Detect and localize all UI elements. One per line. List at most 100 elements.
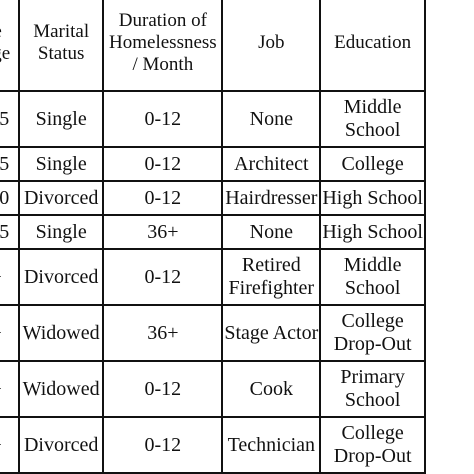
- cell-text: Middle: [343, 254, 402, 276]
- cell-text: Architect: [234, 152, 309, 175]
- age-range-cell: 65+: [0, 416, 20, 474]
- header-text: Homelessness: [109, 32, 217, 53]
- cell-text: College: [341, 310, 404, 332]
- header-age-range: Age Range: [0, 0, 20, 92]
- cell-text: 0-12: [144, 433, 182, 456]
- table-body: 18-25Single0-12NoneMiddleSchool26-45Sing…: [0, 90, 426, 474]
- duration-cell: 0-12: [102, 248, 224, 306]
- job-cell: Retired Firefighter: [221, 248, 322, 306]
- cell-text: Firefighter: [228, 277, 315, 299]
- duration-cell: 0-12: [102, 180, 224, 216]
- cell-text: Divorced: [23, 265, 99, 288]
- header-text: Status: [37, 43, 85, 64]
- marital-status-cell: Widowed: [17, 304, 105, 362]
- table-row: 65+Divorced0-12RetiredFirefighterMiddleS…: [0, 248, 426, 306]
- job-cell: Stage Actor: [221, 304, 322, 362]
- header-duration: Duration of Homelessness / Month: [102, 0, 224, 92]
- cell-text: None: [249, 220, 293, 243]
- cell-text: 0-12: [144, 107, 182, 130]
- header-text: Job: [258, 32, 285, 53]
- marital-status-cell: Single: [17, 90, 105, 148]
- cell-text: School: [344, 119, 401, 141]
- job-cell: None: [221, 90, 322, 148]
- cell-text: 65+: [0, 434, 17, 457]
- cell-text: 0-12: [144, 186, 182, 209]
- cell-text: Middle: [343, 96, 402, 118]
- education-cell: Middle School: [319, 248, 426, 306]
- header-text: Duration of: [118, 10, 207, 31]
- age-range-cell: 26-45: [0, 146, 20, 182]
- header-text: Marital: [33, 21, 90, 42]
- duration-cell: 36+: [102, 214, 224, 250]
- cell-text: 36+: [147, 220, 179, 243]
- cell-text: Divorced: [23, 433, 99, 456]
- marital-status-cell: Single: [17, 146, 105, 182]
- age-range-cell: 65+: [0, 360, 20, 418]
- header-text: Age: [0, 21, 17, 43]
- cell-text: Single: [35, 107, 87, 130]
- table-row: 26-45 Single 36+ None High School: [0, 214, 426, 250]
- job-cell: None: [221, 214, 322, 250]
- marital-status-cell: Widowed: [17, 360, 105, 418]
- cell-text: 65+: [0, 322, 17, 345]
- header-marital-status: Marital Status: [17, 0, 105, 92]
- education-cell: College Drop-Out: [319, 416, 426, 474]
- job-cell: Hairdresser: [221, 180, 322, 216]
- education-cell: High School: [319, 180, 426, 216]
- cell-text: Divorced: [23, 186, 99, 209]
- cell-text: School: [344, 277, 401, 299]
- cell-text: 36+: [147, 321, 179, 344]
- job-cell: Technician: [221, 416, 322, 474]
- education-cell: College: [319, 146, 426, 182]
- table-header-row: Age Range Marital Status Duration of Hom…: [0, 0, 426, 92]
- age-range-cell: 18-25: [0, 90, 20, 148]
- duration-cell: 0-12: [102, 416, 224, 474]
- duration-cell: 36+: [102, 304, 224, 362]
- cell-text: High School: [322, 220, 423, 243]
- participant-table: Age Range Marital Status Duration of Hom…: [0, 0, 426, 474]
- cell-text: 26-30: [0, 186, 10, 209]
- cell-text: 26-45: [0, 152, 10, 175]
- age-range-cell: 65+: [0, 304, 20, 362]
- cell-text: Cook: [249, 377, 293, 400]
- header-text: Education: [334, 32, 412, 53]
- job-cell: Architect: [221, 146, 322, 182]
- job-cell: Cook: [221, 360, 322, 418]
- header-job: Job: [221, 0, 322, 92]
- cell-text: None: [249, 107, 293, 130]
- education-cell: Middle School: [319, 90, 426, 148]
- marital-status-cell: Divorced: [17, 248, 105, 306]
- header-education: Education: [319, 0, 426, 92]
- cell-text: Widowed: [22, 321, 100, 344]
- age-range-cell: 26-45: [0, 214, 20, 250]
- education-cell: College Drop-Out: [319, 304, 426, 362]
- cell-text: Drop-Out: [333, 445, 412, 467]
- age-range-cell: 65+: [0, 248, 20, 306]
- cell-text: 0-12: [144, 377, 182, 400]
- marital-status-cell: Single: [17, 214, 105, 250]
- cell-text: College: [341, 422, 404, 444]
- cell-text: School: [344, 389, 401, 411]
- cell-text: Drop-Out: [333, 333, 412, 355]
- duration-cell: 0-12: [102, 146, 224, 182]
- cell-text: 0-12: [144, 152, 182, 175]
- header-text: Range: [0, 43, 11, 64]
- marital-status-cell: Divorced: [17, 416, 105, 474]
- cell-text: Hairdresser: [225, 186, 318, 209]
- cell-text: Single: [35, 220, 87, 243]
- cell-text: High School: [322, 186, 423, 209]
- cell-text: Widowed: [22, 377, 100, 400]
- cell-text: Technician: [227, 433, 316, 456]
- header-text: / Month: [132, 54, 194, 75]
- cell-text: 26-45: [0, 220, 10, 243]
- cell-text: Primary: [340, 366, 405, 388]
- marital-status-cell: Divorced: [17, 180, 105, 216]
- duration-cell: 0-12: [102, 360, 224, 418]
- education-cell: High School: [319, 214, 426, 250]
